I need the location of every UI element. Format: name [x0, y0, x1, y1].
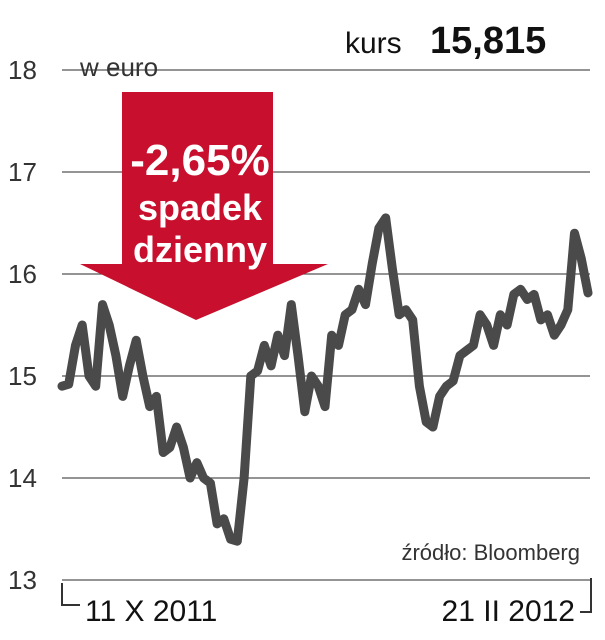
down-arrow-icon	[80, 92, 328, 320]
unit-label: w euro	[79, 52, 158, 82]
x-axis: 11 X 2011 21 II 2012	[61, 578, 592, 628]
kurs-label: kurs	[345, 27, 402, 60]
price-series-line	[57, 213, 593, 546]
y-tick-label: 14	[8, 463, 37, 493]
x-start-label: 11 X 2011	[85, 595, 217, 628]
change-line2: dzienny	[133, 229, 267, 270]
y-tick-label: 15	[8, 361, 37, 391]
x-axis-bracket	[61, 583, 80, 606]
y-axis-ticks: 18 17 16 15 14 13	[8, 55, 37, 595]
source-label: źródło: Bloomberg	[401, 540, 580, 565]
change-percent: -2,65%	[130, 136, 269, 185]
x-end-label: 21 II 2012	[442, 595, 575, 628]
daily-change-arrow: -2,65% spadek dzienny	[80, 92, 328, 320]
y-tick-label: 13	[8, 565, 37, 595]
y-tick-label: 18	[8, 55, 37, 85]
y-tick-label: 17	[8, 157, 37, 187]
change-line1: spadek	[138, 187, 263, 228]
y-tick-label: 16	[8, 259, 37, 289]
current-price: kurs 15,815	[345, 20, 546, 62]
x-axis-bracket-end	[580, 578, 592, 613]
kurs-value: 15,815	[430, 20, 546, 62]
